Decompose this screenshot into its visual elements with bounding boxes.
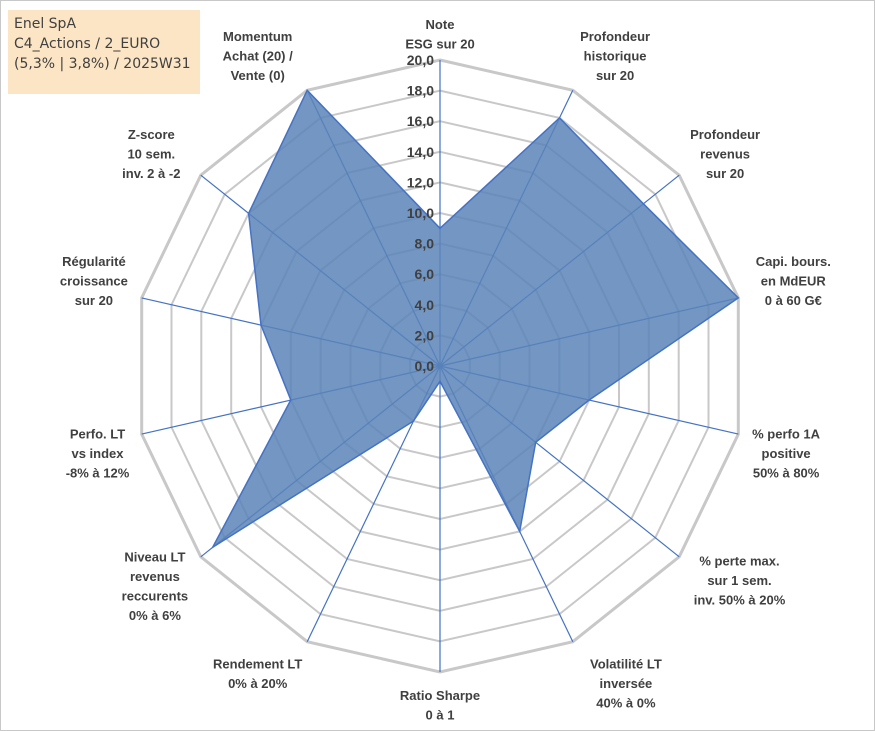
axis-label-7: Volatilité LT inversée 40% à 0% xyxy=(590,657,662,711)
tick-label: 0,0 xyxy=(415,358,435,374)
axis-label-12: Régularité croissance sur 20 xyxy=(60,254,128,308)
axis-label-13: Z-score 10 sem. inv. 2 à -2 xyxy=(122,127,180,181)
radar-series xyxy=(210,88,740,550)
info-period: (5,3% | 3,8%) / 2025W31 xyxy=(14,56,191,72)
series-area xyxy=(210,88,740,550)
axis-label-8: Ratio Sharpe 0 à 1 xyxy=(400,688,480,723)
info-company: Enel SpA xyxy=(14,16,77,32)
tick-label: 2,0 xyxy=(415,327,435,343)
tick-label: 8,0 xyxy=(415,236,435,252)
radar-tick-labels: 0,0 2,0 4,0 6,0 8,0 10,0 12,0 14,0 16,0 18,0 20,0 xyxy=(407,52,434,374)
info-category: C4_Actions / 2_EURO xyxy=(14,36,161,52)
tick-label: 12,0 xyxy=(407,174,434,190)
axis-label-3: Profondeur revenus sur 20 xyxy=(690,127,760,181)
radar-axis-labels: Note ESG sur 20 Profondeur historique sur 20… xyxy=(60,17,831,723)
axis-label-4: Capi. bours. en MdEUR 0 à 60 G€ xyxy=(756,254,831,308)
axis-label-11: Perfo. LT vs index -8% à 12% xyxy=(66,427,130,481)
axis-label-9: Rendement LT 0% à 20% xyxy=(213,657,302,692)
axis-label-2: Profondeur historique sur 20 xyxy=(580,29,650,83)
axis-label-10: Niveau LT revenus reccurents 0% à 6% xyxy=(122,549,188,623)
axis-label-5: % perfo 1A positive 50% à 80% xyxy=(752,427,821,481)
info-box: Enel SpA C4_Actions / 2_EURO (5,3% | 3,8… xyxy=(8,10,200,94)
tick-label: 20,0 xyxy=(407,52,434,68)
axis-label-1: Note ESG sur 20 xyxy=(405,17,474,52)
tick-label: 16,0 xyxy=(407,113,434,129)
axis-label-6: % perte max. sur 1 sem. inv. 50% à 20% xyxy=(694,553,786,607)
tick-label: 14,0 xyxy=(407,144,434,160)
tick-label: 4,0 xyxy=(415,297,435,313)
tick-label: 6,0 xyxy=(415,266,435,282)
tick-label: 10,0 xyxy=(407,205,434,221)
axis-label-14: Momentum Achat (20) / Vente (0) xyxy=(223,29,293,83)
tick-label: 18,0 xyxy=(407,83,434,99)
